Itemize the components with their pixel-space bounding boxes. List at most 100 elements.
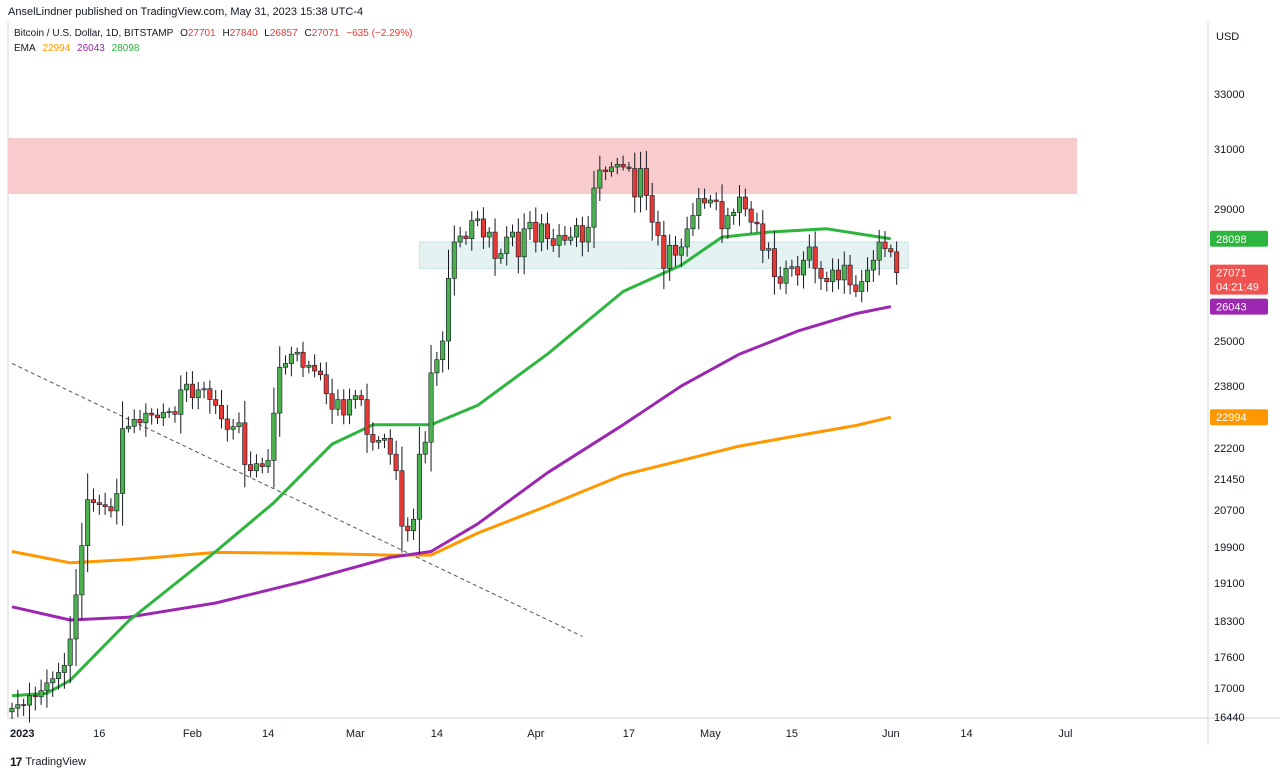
- candle-body: [783, 268, 789, 284]
- candle-body: [265, 460, 271, 467]
- candle-body: [888, 248, 894, 253]
- candle-body: [26, 695, 32, 706]
- candle-body: [504, 236, 510, 254]
- candle-body: [690, 215, 696, 230]
- price-tick-label: 17600: [1214, 652, 1245, 664]
- candle-body: [486, 231, 492, 238]
- candle-body: [510, 231, 516, 238]
- candle-body: [777, 276, 783, 284]
- candle-body: [638, 168, 644, 198]
- high-label: H: [222, 28, 230, 39]
- countdown-label-text: 04:21:49: [1216, 282, 1259, 294]
- candle-body: [632, 168, 638, 198]
- candle-body: [527, 221, 533, 230]
- candle-body: [125, 425, 131, 429]
- candle-body: [771, 248, 777, 277]
- candle-body: [306, 365, 312, 368]
- candle-body: [422, 441, 428, 455]
- candle-body: [184, 383, 190, 391]
- candle-body: [859, 281, 865, 292]
- candle-body: [457, 235, 463, 243]
- candle-body: [335, 399, 341, 410]
- ema-line-1: [11, 305, 892, 622]
- candle-body: [253, 463, 259, 472]
- candle-body: [655, 221, 661, 236]
- price-label-text: 22994: [1216, 412, 1247, 424]
- candle-body: [15, 704, 21, 709]
- candle-body: [56, 672, 62, 679]
- candle-body: [661, 235, 667, 269]
- candle-body: [178, 389, 184, 415]
- candle-body: [90, 499, 96, 503]
- candle-body: [579, 225, 585, 243]
- candle-body: [370, 434, 376, 443]
- symbol-name: Bitcoin / U.S. Dollar, 1D, BITSTAMP: [14, 28, 174, 39]
- time-tick-label: 17: [623, 728, 635, 740]
- candle-body: [696, 198, 702, 216]
- candle-body: [539, 223, 545, 243]
- candle-body: [731, 212, 737, 216]
- candle-body: [189, 383, 195, 398]
- candle-body: [277, 366, 283, 414]
- time-tick-label: 14: [262, 728, 274, 740]
- footer-brand: 17 TradingView: [10, 755, 86, 769]
- candle-body: [574, 225, 580, 238]
- candle-body: [451, 241, 457, 279]
- candle-body: [521, 228, 527, 258]
- candle-body: [248, 464, 254, 472]
- open-label: O: [180, 28, 188, 39]
- candle-body: [358, 395, 364, 400]
- candle-body: [73, 594, 79, 640]
- candle-body: [766, 248, 772, 251]
- candle-body: [492, 231, 498, 259]
- ema-line-2: [11, 227, 892, 698]
- ema-line-0: [11, 415, 892, 565]
- candle-body: [411, 518, 417, 532]
- candle-body: [428, 372, 434, 443]
- candle-body: [568, 236, 574, 241]
- close-value: 27071: [311, 28, 340, 39]
- candle-body: [736, 196, 742, 213]
- price-tick-label: 20700: [1214, 505, 1245, 517]
- open-value: 27701: [187, 28, 216, 39]
- resistance-zone: [8, 138, 1078, 194]
- candle-body: [283, 363, 289, 368]
- close-label: C: [304, 28, 312, 39]
- candle-body: [841, 264, 847, 281]
- time-tick-label: 14: [960, 728, 972, 740]
- price-tick-label: 25000: [1214, 336, 1245, 348]
- candle-body: [219, 405, 225, 420]
- candle-body: [21, 704, 27, 706]
- candle-body: [678, 246, 684, 256]
- candle-body: [876, 241, 882, 261]
- candle-body: [341, 399, 347, 416]
- price-tick-label: 22200: [1214, 443, 1245, 455]
- candle-body: [96, 502, 102, 505]
- candle-body: [515, 231, 521, 258]
- candle-body: [329, 393, 335, 410]
- high-value: 27840: [229, 28, 258, 39]
- candle-body: [387, 438, 393, 455]
- candle-body: [143, 412, 149, 424]
- candle-body: [294, 351, 300, 355]
- candle-body: [585, 226, 591, 243]
- price-axis-unit: USD: [1216, 31, 1239, 43]
- candle-body: [195, 389, 201, 398]
- candle-body: [684, 228, 690, 248]
- price-tick-label: 16440: [1214, 712, 1245, 724]
- candle-body: [32, 695, 38, 698]
- candle-body: [399, 470, 405, 527]
- candle-body: [556, 235, 562, 246]
- candle-body: [445, 277, 451, 342]
- candle-body: [707, 199, 713, 204]
- candle-body: [649, 195, 655, 223]
- price-tick-label: 33000: [1214, 89, 1245, 101]
- time-tick-label: 15: [786, 728, 798, 740]
- time-tick-label: Jul: [1058, 728, 1072, 740]
- time-tick-label: Apr: [527, 728, 544, 740]
- candle-body: [38, 690, 44, 698]
- change-value: −635 (−2.29%): [346, 28, 413, 39]
- candle-body: [562, 235, 568, 241]
- published-by-text: AnselLindner published on TradingView.co…: [8, 6, 364, 18]
